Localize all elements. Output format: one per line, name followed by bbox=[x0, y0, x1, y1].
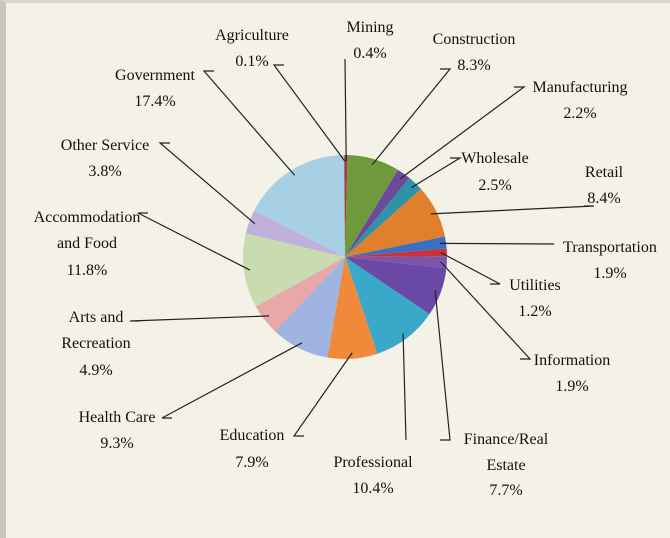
leader-line bbox=[344, 58, 347, 162]
category-label: Transportation bbox=[563, 239, 657, 256]
category-label: Health Care bbox=[78, 409, 156, 426]
category-label: Mining bbox=[346, 19, 394, 36]
pie-slice bbox=[274, 257, 345, 358]
pie-slice bbox=[344, 155, 345, 257]
leader-line bbox=[371, 68, 452, 166]
category-label: Utilities bbox=[509, 277, 561, 294]
category-label: Agriculture bbox=[215, 27, 289, 44]
pie-slice bbox=[345, 248, 447, 257]
leader-line bbox=[402, 333, 407, 441]
leader-line bbox=[400, 86, 526, 180]
pie-slice bbox=[243, 233, 345, 307]
value-label: 7.9% bbox=[235, 454, 269, 471]
leader-line bbox=[202, 70, 296, 176]
pie-slice bbox=[345, 155, 348, 257]
category-label: Construction bbox=[432, 31, 516, 48]
leader-line bbox=[440, 252, 501, 285]
value-label: 3.8% bbox=[88, 163, 122, 180]
value-label: 0.4% bbox=[353, 45, 387, 62]
pie-slice bbox=[345, 155, 398, 257]
category-label: Arts and Recreation bbox=[61, 309, 131, 352]
leader-line bbox=[440, 261, 532, 360]
pie-slice bbox=[255, 257, 345, 332]
pie-slice bbox=[345, 257, 430, 354]
value-label: 4.9% bbox=[79, 362, 113, 379]
value-label: 10.4% bbox=[352, 480, 394, 497]
leader-line bbox=[292, 352, 353, 437]
value-label: 1.9% bbox=[555, 378, 589, 395]
value-label: 1.9% bbox=[593, 265, 627, 282]
value-label: 1.2% bbox=[518, 303, 552, 320]
leader-line bbox=[440, 242, 555, 245]
value-label: 9.3% bbox=[100, 435, 134, 452]
leader-line bbox=[137, 212, 251, 271]
category-label: Information bbox=[533, 352, 611, 369]
pie-slice bbox=[345, 189, 445, 257]
value-label: 8.3% bbox=[457, 57, 491, 74]
leader-line bbox=[158, 142, 256, 225]
pie-slice bbox=[245, 210, 345, 257]
category-label: Government bbox=[115, 67, 195, 84]
leader-line bbox=[430, 205, 595, 215]
value-label: 8.4% bbox=[587, 190, 621, 207]
leader-line bbox=[129, 315, 270, 322]
pie-slice bbox=[345, 236, 447, 257]
category-label: Other Service bbox=[60, 137, 150, 154]
leader-line bbox=[411, 157, 463, 189]
leader-line bbox=[434, 290, 451, 441]
category-label: Professional bbox=[333, 454, 413, 471]
value-label: 2.2% bbox=[563, 105, 597, 122]
category-label: Retail bbox=[584, 164, 624, 181]
pie-slice bbox=[345, 177, 422, 257]
pie-slice bbox=[345, 256, 447, 269]
value-label: 2.5% bbox=[478, 177, 512, 194]
pie-slice bbox=[345, 169, 410, 257]
leader-line bbox=[272, 64, 346, 162]
value-label: 0.1% bbox=[235, 53, 269, 70]
category-label: Education bbox=[219, 427, 285, 444]
pie-slice bbox=[345, 257, 447, 315]
category-label: Accommodation and Food bbox=[33, 209, 141, 252]
leader-line bbox=[161, 342, 303, 419]
value-label: 7.7% bbox=[489, 482, 523, 499]
pie-slice bbox=[254, 155, 345, 257]
value-label: 11.8% bbox=[66, 262, 108, 279]
value-label: 17.4% bbox=[134, 93, 176, 110]
pie-canvas bbox=[129, 58, 595, 441]
category-label: Manufacturing bbox=[532, 79, 628, 96]
category-label: Finance/Real Estate bbox=[463, 431, 549, 474]
category-label: Wholesale bbox=[461, 150, 529, 167]
pie-slice bbox=[327, 257, 378, 359]
